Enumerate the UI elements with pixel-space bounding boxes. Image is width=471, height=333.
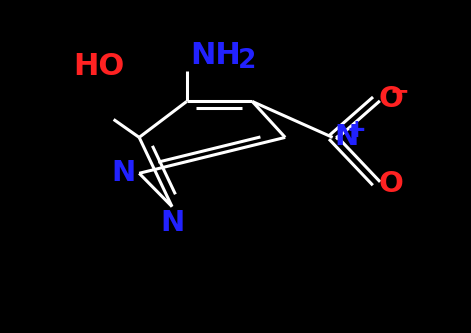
Text: HO: HO <box>73 52 125 81</box>
Text: 2: 2 <box>238 48 256 74</box>
Text: +: + <box>347 118 366 142</box>
Text: N: N <box>334 124 359 152</box>
Text: N: N <box>111 159 136 187</box>
Text: NH: NH <box>190 41 241 70</box>
Text: −: − <box>390 79 409 103</box>
Text: O: O <box>378 85 403 113</box>
Text: N: N <box>160 209 184 237</box>
Text: O: O <box>378 169 403 197</box>
